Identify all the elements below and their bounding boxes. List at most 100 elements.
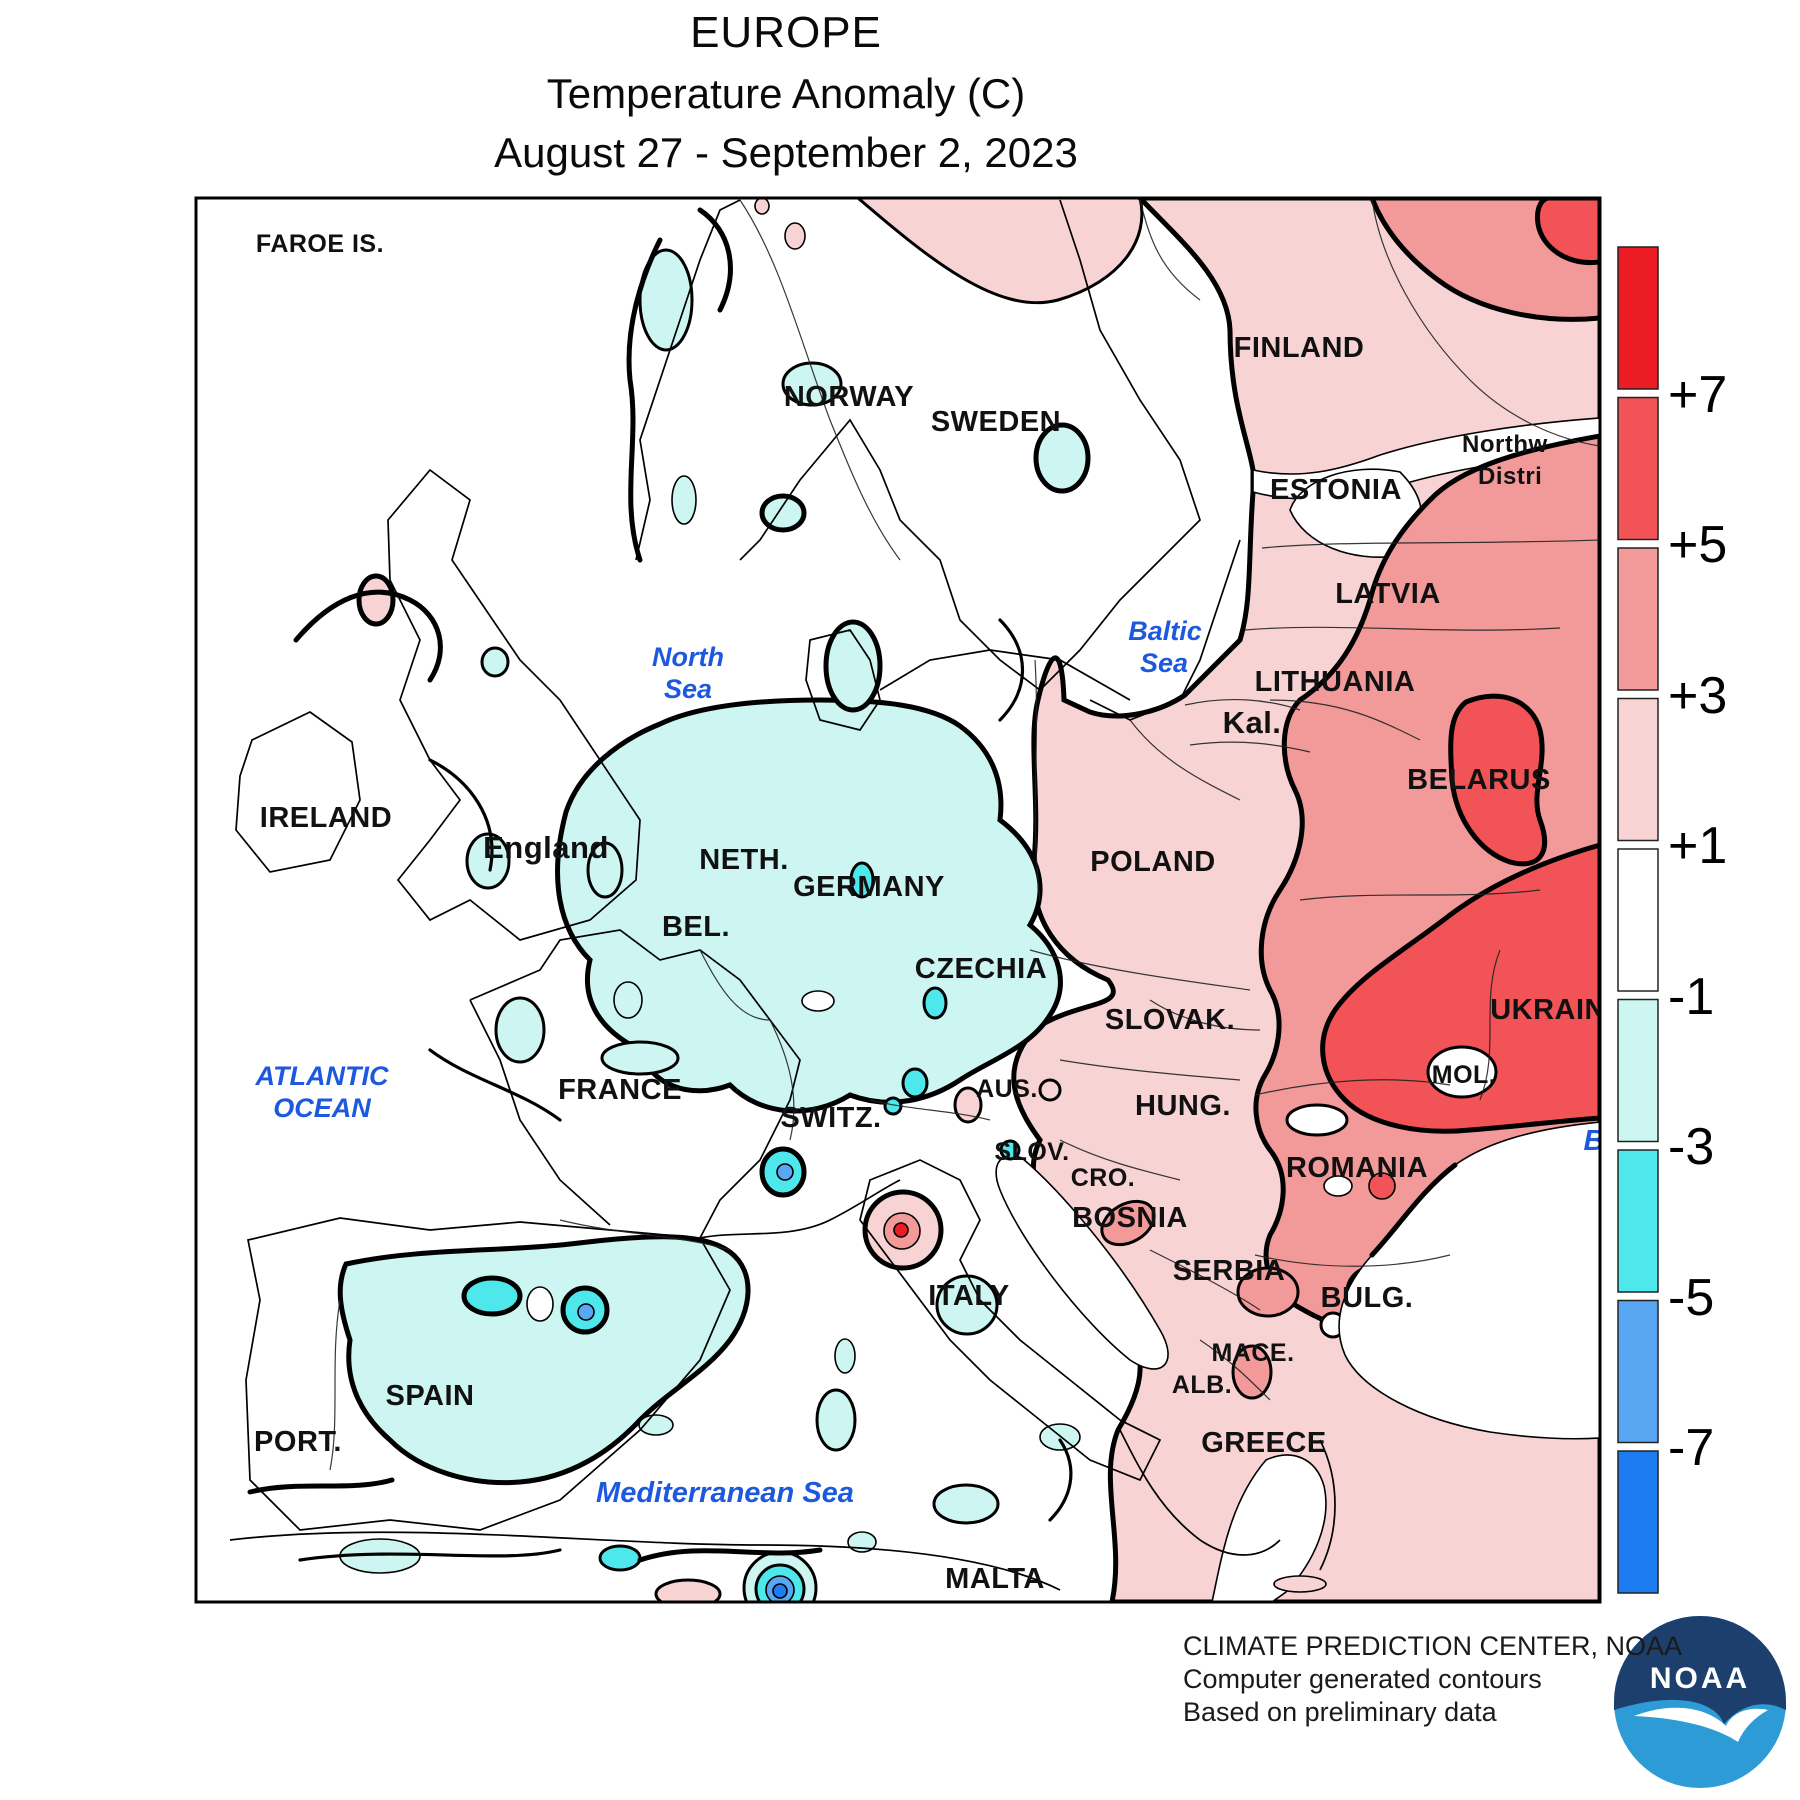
attribution-block: CLIMATE PREDICTION CENTER, NOAA Computer… xyxy=(1183,1630,1682,1729)
region-brittany-cool xyxy=(494,996,546,1064)
region-romania-red-spot xyxy=(1368,1172,1396,1200)
attribution-line-3: Based on preliminary data xyxy=(1183,1697,1497,1727)
map-label-belgium: BEL. xyxy=(662,911,730,943)
region-denmark-cool xyxy=(823,619,883,713)
legend-swatch-5 xyxy=(1617,998,1659,1143)
region-lapland-pink xyxy=(857,199,1144,305)
region-spain-white-oval xyxy=(526,1286,554,1322)
region-africa-cool-2 xyxy=(598,1544,642,1572)
region-alps-cold-core xyxy=(776,1163,794,1181)
region-scotland-warm-spot xyxy=(356,573,396,627)
map-label-macedonia: MACE. xyxy=(1211,1339,1294,1367)
map-label-finland: FINLAND xyxy=(1234,332,1365,364)
legend-swatch-7 xyxy=(1617,1299,1659,1444)
region-romania-hole-1 xyxy=(1285,1103,1349,1137)
region-germany-cyan-spot xyxy=(849,861,875,899)
page-subtitle: Temperature Anomaly (C) xyxy=(546,70,1026,117)
noaa-logo-sky xyxy=(1614,1616,1786,1724)
map-label-kaliningrad: Kal. xyxy=(1223,705,1282,740)
region-romania-hole-2 xyxy=(1323,1175,1353,1197)
map-fills-warm xyxy=(754,199,1599,1601)
legend-swatch-2 xyxy=(1617,547,1659,691)
map-label-switzerland: SWITZ. xyxy=(780,1102,881,1134)
legend-swatch-1 xyxy=(1617,396,1659,541)
region-north-norway-cool-2 xyxy=(671,475,697,525)
map-labels: FAROE IS. NORWAY SWEDEN FINLAND ESTONIA … xyxy=(254,230,1626,1595)
map-label-austria: AUS. xyxy=(976,1075,1038,1103)
region-sweden-cool xyxy=(1033,422,1091,494)
contour-black-sea-coast xyxy=(1369,1162,1458,1258)
legend-swatch-6 xyxy=(1617,1149,1659,1293)
region-germany-white-hole xyxy=(801,990,835,1012)
region-corner-red xyxy=(1535,199,1599,266)
map-label-latvia: LATVIA xyxy=(1335,578,1441,610)
map-label-norway: NORWAY xyxy=(784,381,914,413)
map-content: FAROE IS. NORWAY SWEDEN FINLAND ESTONIA … xyxy=(197,199,1626,1601)
map-label-france: FRANCE xyxy=(558,1074,682,1106)
map-label-bulgaria: BULG. xyxy=(1321,1282,1414,1314)
sea-label-north-1: North xyxy=(652,642,724,672)
map-label-spain: SPAIN xyxy=(386,1380,475,1412)
map-fills-cool xyxy=(337,248,1091,1601)
region-south-serbia-spot xyxy=(1236,1266,1300,1318)
map-label-albania: ALB. xyxy=(1172,1371,1232,1399)
noaa-logo: NOAA xyxy=(1614,1616,1786,1788)
sea-label-baltic-2: Sea xyxy=(1140,648,1188,678)
map-label-faroe-is: FAROE IS. xyxy=(256,230,384,258)
region-bosnia-spot xyxy=(1100,1199,1156,1247)
page-title: EUROPE xyxy=(690,8,882,57)
map-label-serbia: SERBIA xyxy=(1173,1255,1286,1287)
legend-swatch-3 xyxy=(1617,697,1659,842)
attribution-line-1: CLIMATE PREDICTION CENTER, NOAA xyxy=(1183,1631,1683,1661)
region-sardinia-cool xyxy=(815,1388,857,1452)
legend-color-bar: +7 +5 +3 +1 -1 -3 -5 -7 xyxy=(1617,246,1727,1594)
region-england-cool-2 xyxy=(586,841,624,899)
page-date-range: August 27 - September 2, 2023 xyxy=(494,129,1078,176)
map-label-malta: MALTA xyxy=(945,1563,1045,1595)
region-sicily-cool xyxy=(932,1483,1000,1525)
region-macedonia-spot xyxy=(1231,1344,1273,1400)
map-label-czechia: CZECHIA xyxy=(915,953,1047,985)
legend-tick-minus1: -1 xyxy=(1668,968,1714,1026)
map-label-ukraine: UKRAINE xyxy=(1490,994,1626,1026)
map-label-poland: POLAND xyxy=(1090,846,1215,878)
region-black-sea xyxy=(1338,1121,1599,1440)
legend-tick-minus5: -5 xyxy=(1668,1269,1714,1327)
map-label-estonia: ESTONIA xyxy=(1270,474,1402,506)
noaa-logo-text: NOAA xyxy=(1650,1662,1750,1695)
region-spain-cold-core xyxy=(577,1303,595,1321)
sea-label-atlantic-1: ATLANTIC xyxy=(255,1061,389,1091)
legend-tick-plus3: +3 xyxy=(1668,667,1727,725)
region-spain-cold-spot-1 xyxy=(461,1275,523,1317)
coastlines xyxy=(229,199,1336,1591)
sea-label-baltic-1: Baltic xyxy=(1128,616,1202,646)
map-label-district: Distri xyxy=(1478,463,1542,490)
legend-tick-plus5: +5 xyxy=(1668,516,1727,574)
region-scotland-cool xyxy=(480,646,510,678)
region-ukraine-red xyxy=(1320,842,1599,1134)
sea-label-mediterranean: Mediterranean Sea xyxy=(596,1477,854,1509)
sea-label-north-2: Sea xyxy=(664,674,712,704)
region-slovenia-warm-spot xyxy=(953,1086,983,1124)
map-label-portugal: PORT. xyxy=(254,1426,342,1458)
region-corsica-cool xyxy=(834,1338,856,1374)
legend-tick-plus1: +1 xyxy=(1668,817,1727,875)
map-label-belarus: BELARUS xyxy=(1407,764,1551,796)
region-italy-central-cool xyxy=(935,1274,999,1336)
region-england-cool-1 xyxy=(465,832,511,890)
region-alps-cyan-2 xyxy=(901,1067,929,1099)
sea-labels: North Sea Baltic Sea ATLANTIC OCEAN Medi… xyxy=(255,616,1599,1509)
map-label-romania: ROMANIA xyxy=(1286,1152,1428,1184)
region-mid-norway-cool xyxy=(781,361,843,407)
region-belarus-red xyxy=(1448,693,1547,867)
region-africa-pink xyxy=(654,1578,722,1601)
region-adriatic-sea xyxy=(995,1155,1169,1370)
map-label-netherlands: NETH. xyxy=(699,844,789,876)
title-block: EUROPE Temperature Anomaly (C) August 27… xyxy=(196,8,1376,177)
map-label-slovakia: SLOVAK. xyxy=(1105,1004,1235,1036)
country-borders xyxy=(329,199,1599,1471)
contour-accents xyxy=(247,207,1073,1563)
region-north-pink-speck-2 xyxy=(754,199,770,215)
